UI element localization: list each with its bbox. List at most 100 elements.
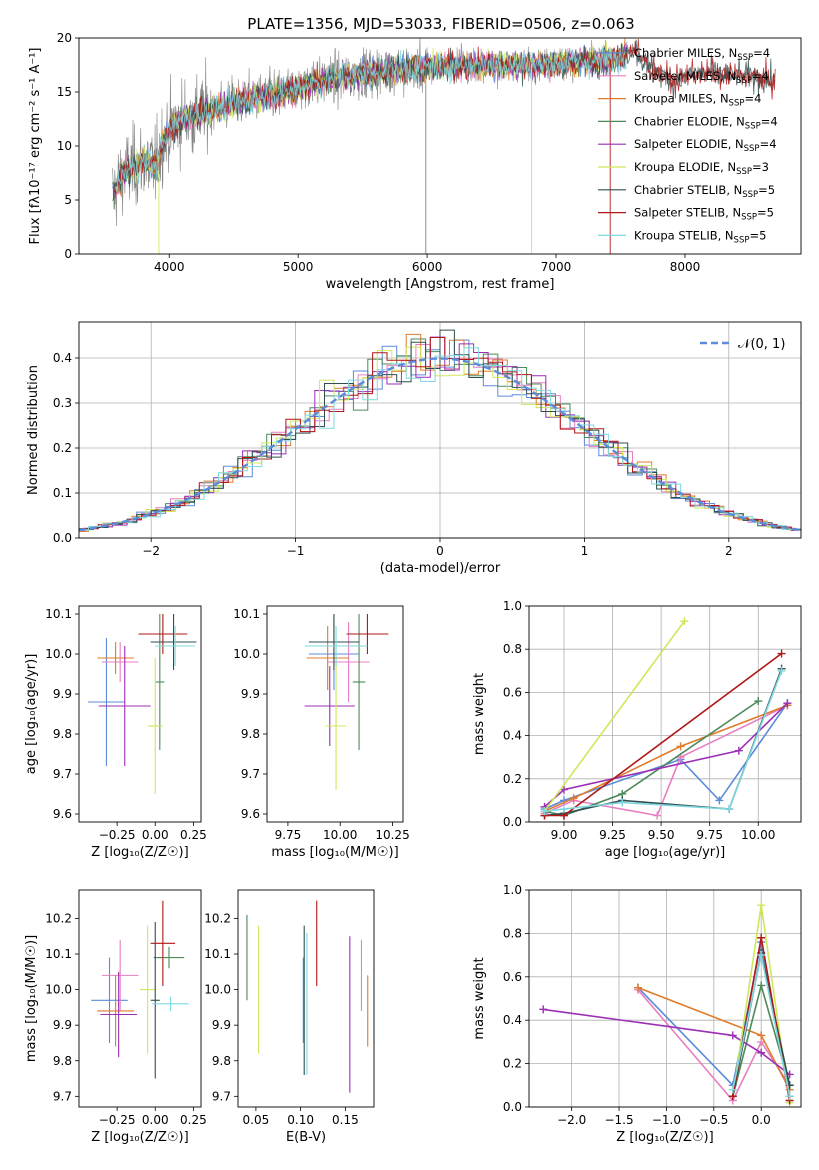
y-tick-label: 9.9 [241,687,260,701]
x-tick-label: 9.25 [599,828,626,842]
legend-entry-chabrier_miles: Chabrier MILES, NSSP=4 [634,46,770,63]
weight-line-kroupa_elodie [543,620,686,812]
errorbars [91,900,189,1079]
legend-suffix: =5 [758,183,775,197]
axes-frame [266,605,404,823]
x-tick-label: 0 [436,544,444,558]
weight-line-salpeter_elodie [543,1008,791,1076]
legend-suffix: =4 [761,114,778,128]
y-axis-label: Flux [fλ10⁻¹⁷ erg cm⁻² s⁻¹ A⁻¹] [28,48,43,245]
legend-subscript: SSP [744,144,760,154]
residuals-axes: −2 −1 0 1 2 0.0 0.1 0.2 0.3 0.4 (data-model)/error… [26,321,802,576]
weight-marker-kroupa_elodie [680,617,689,626]
x-axis-label: Z [log₁₀(Z/Z☉)] [91,1130,188,1145]
x-tick-label: 9.00 [551,828,578,842]
weight-line-chabrier_elodie [544,700,759,817]
weight-line-kroupa_miles [544,704,788,812]
x-tick-label: 1 [581,544,589,558]
spectrum-legend: Chabrier MILES, NSSP=4 Salpeter MILES, NS… [598,46,778,245]
x-tick-label: 7000 [541,260,572,274]
y-tick-label: 10.0 [233,647,260,661]
x-axis-label: (data-model)/error [380,561,501,576]
weight-marker-kroupa_miles [633,983,642,992]
weight-marker-salpeter_stelib [757,933,766,942]
legend-suffix: =4 [744,92,761,106]
x-axis-label: mass [log₁₀(M/M☉)] [271,845,398,860]
histogram-step-kroupa_elodie [79,346,801,531]
legend-subscript: SSP [745,121,761,131]
y-tick-label: 0.2 [53,441,72,455]
legend-suffix: =5 [749,228,766,242]
legend-subscript: SSP [737,53,753,63]
x-tick-label: 2 [725,544,733,558]
legend-subscript: SSP [729,99,745,109]
weight-marker-kroupa_miles [569,794,578,803]
x-tick-label: 8000 [670,260,701,274]
mass_vs_Z-axes: −0.25 0.00 0.25 9.7 9.8 9.9 10.0 10.1 10.2 Z [log… [24,889,207,1145]
x-axis-label: wavelength [Angstrom, rest frame] [326,277,555,292]
weight-marker-chabrier_elodie [757,981,766,990]
y-tick-label: 15 [57,85,72,99]
legend-entry-kroupa_stelib: Kroupa STELIB, NSSP=5 [634,228,766,245]
x-tick-label: −1.5 [604,1113,633,1127]
normal-curve [79,357,801,532]
x-tick-label: −1 [287,544,305,558]
weight-lines [539,901,794,1107]
x-tick-label: 9.75 [696,828,723,842]
y-tick-label: 1.0 [503,599,522,613]
legend-suffix: =4 [752,69,769,83]
legend-entry-salpeter_stelib: Salpeter STELIB, NSSP=5 [634,206,774,223]
weight-marker-salpeter_elodie [539,1005,548,1014]
y-tick-label: 10.0 [45,983,72,997]
spectrum-lines [112,38,776,254]
y-tick-label: 0.1 [53,486,72,500]
y-tick-label: 0.8 [503,642,522,656]
x-tick-label: 9.75 [275,828,302,842]
y-tick-label: 9.7 [212,1089,231,1103]
x-tick-label: 0.25 [180,1113,207,1127]
errorbars [88,614,197,794]
weight-marker-kroupa_stelib [725,805,734,814]
y-tick-label: 9.8 [241,727,260,741]
age_vs_mass-axes: 9.75 10.00 10.25 9.6 9.7 9.8 9.9 10.0 10.1 mass [… [233,605,410,860]
y-tick-label: 0.4 [503,729,522,743]
x-tick-label: 0.05 [243,1113,270,1127]
histogram-step-chabrier_stelib [79,329,801,532]
legend-subscript: SSP [736,76,752,86]
spectrum-axes: 4000 5000 6000 7000 8000 0 5 10 15 20 wavelength [… [28,31,802,292]
y-tick-label: 10.1 [45,947,72,961]
y-tick-label: 0.0 [503,815,522,829]
legend-entry-normal: 𝒩(0, 1) [738,337,785,352]
weight_vs_Z-axes: −2.0 −1.5 −1.0 −0.5 0.0 0.0 0.2 0.4 0.6 0.8 1.0 Z [… [472,883,802,1145]
y-tick-label: 0.2 [503,1057,522,1071]
y-tick-label: 9.8 [53,727,72,741]
axes-frame [528,605,802,823]
legend-entry-chabrier_elodie: Chabrier ELODIE, NSSP=4 [634,114,778,131]
y-tick-label: 0.0 [53,531,72,545]
weight-marker-salpeter_elodie [783,699,792,708]
y-tick-label: 0.3 [53,396,72,410]
model-line-kroupa_stelib [114,45,627,195]
y-tick-label: 5 [64,193,72,207]
errorbars [304,614,389,790]
weight-marker-kroupa_stelib [785,1092,794,1101]
legend-entry-salpeter_miles: Salpeter MILES, NSSP=4 [634,69,769,86]
y-axis-label: age [log₁₀(age/yr)] [24,654,39,775]
y-tick-label: 10.2 [45,911,72,925]
x-tick-label: −0.25 [99,1113,136,1127]
axes-frame [78,889,202,1108]
y-tick-label: 0.2 [503,772,522,786]
y-axis-label: Normed distribution [26,365,41,495]
legend-subscript: SSP [741,213,757,223]
weight-marker-chabrier_miles [715,796,724,805]
y-tick-label: 10.1 [204,947,231,961]
legend-suffix: =4 [760,137,777,151]
x-tick-label: −0.5 [699,1113,728,1127]
legend-subscript: SSP [742,190,758,200]
weight_vs_age-axes: 9.00 9.25 9.50 9.75 10.00 0.0 0.2 0.4 0.6 0.8 1.0 a… [472,599,802,860]
weight-marker-kroupa_stelib [728,1085,737,1094]
y-axis-label: mass weight [472,957,487,1039]
x-tick-label: 0.0 [752,1113,771,1127]
y-tick-label: 0.4 [53,351,72,365]
